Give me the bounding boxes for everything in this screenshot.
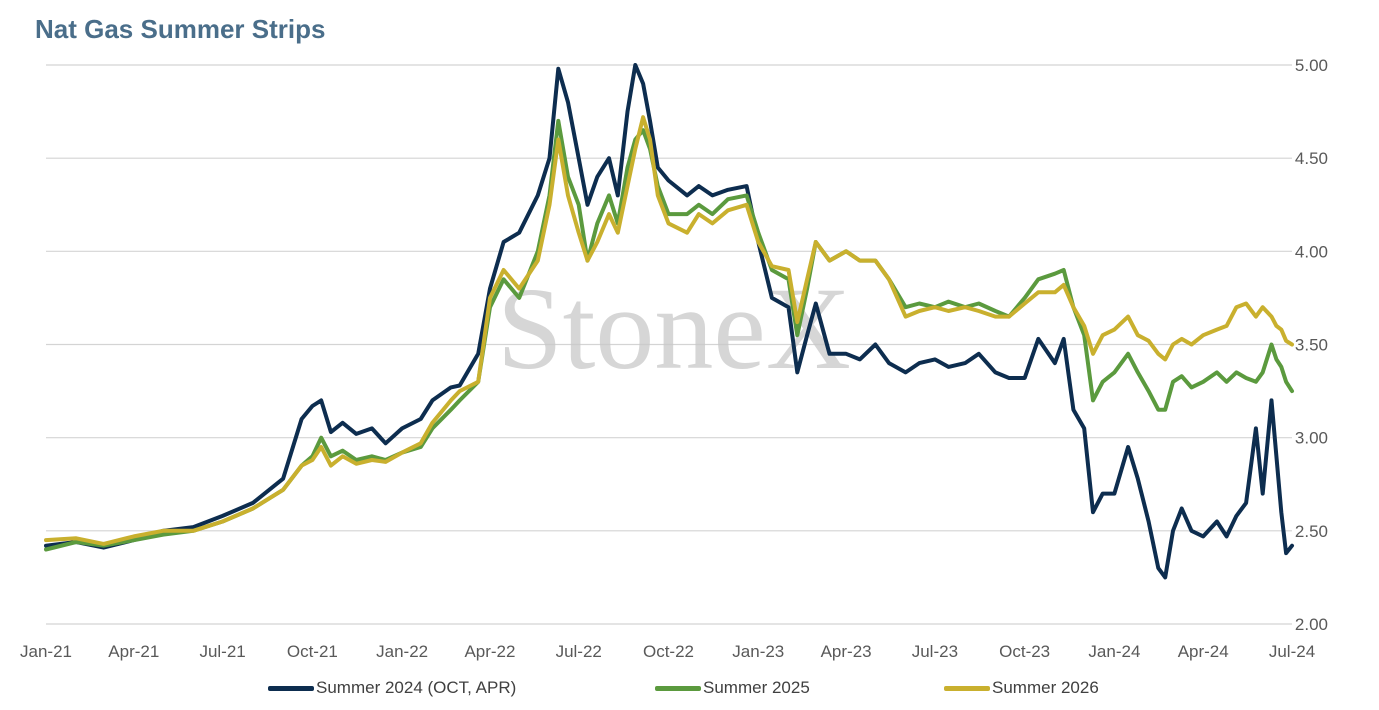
y-tick-label: 5.00 — [1295, 56, 1328, 75]
y-tick-label: 3.00 — [1295, 429, 1328, 448]
x-tick-label: Jul-23 — [912, 642, 958, 661]
grid-lines — [46, 64, 1292, 625]
legend-swatch-summer-2024 — [268, 685, 314, 691]
y-tick-label: 4.50 — [1295, 149, 1328, 168]
series-line-3 — [44, 115, 1294, 546]
legend-swatch-summer-2026 — [944, 685, 990, 691]
x-tick-label: Jan-24 — [1088, 642, 1140, 661]
x-tick-label: Apr-24 — [1178, 642, 1229, 661]
legend: Summer 2024 (OCT, APR) Summer 2025 Summe… — [0, 678, 1379, 706]
x-tick-label: Jan-22 — [376, 642, 428, 661]
y-tick-label: 2.00 — [1295, 615, 1328, 634]
x-tick-label: Apr-21 — [108, 642, 159, 661]
legend-label-summer-2024: Summer 2024 (OCT, APR) — [316, 678, 517, 697]
y-tick-label: 2.50 — [1295, 522, 1328, 541]
x-tick-label: Oct-23 — [999, 642, 1050, 661]
legend-label-summer-2025: Summer 2025 — [703, 678, 810, 697]
x-axis-ticks: Jan-21 Apr-21 Jul-21 Oct-21 Jan-22 Apr-22 Jul-… — [20, 642, 1315, 661]
legend-item-summer-2025: Summer 2025 — [655, 678, 810, 698]
x-tick-label: Oct-21 — [287, 642, 338, 661]
x-tick-label: Jan-23 — [732, 642, 784, 661]
series-line-1 — [44, 63, 1294, 580]
y-tick-label: 3.50 — [1295, 336, 1328, 355]
x-tick-label: Apr-23 — [821, 642, 872, 661]
legend-item-summer-2026: Summer 2026 — [944, 678, 1099, 698]
x-tick-label: Jul-24 — [1269, 642, 1315, 661]
legend-label-summer-2026: Summer 2026 — [992, 678, 1099, 697]
legend-swatch-summer-2025 — [655, 685, 701, 691]
x-tick-label: Jul-22 — [556, 642, 602, 661]
legend-item-summer-2024: Summer 2024 (OCT, APR) — [268, 678, 516, 698]
x-tick-label: Oct-22 — [643, 642, 694, 661]
x-tick-label: Apr-22 — [464, 642, 515, 661]
chart-title: Nat Gas Summer Strips — [35, 14, 326, 44]
x-tick-label: Jan-21 — [20, 642, 72, 661]
x-tick-label: Jul-21 — [199, 642, 245, 661]
series-lines — [44, 63, 1294, 580]
y-axis-ticks: 2.00 2.50 3.00 3.50 4.00 4.50 5.00 — [1295, 56, 1328, 634]
y-tick-label: 4.00 — [1295, 242, 1328, 261]
